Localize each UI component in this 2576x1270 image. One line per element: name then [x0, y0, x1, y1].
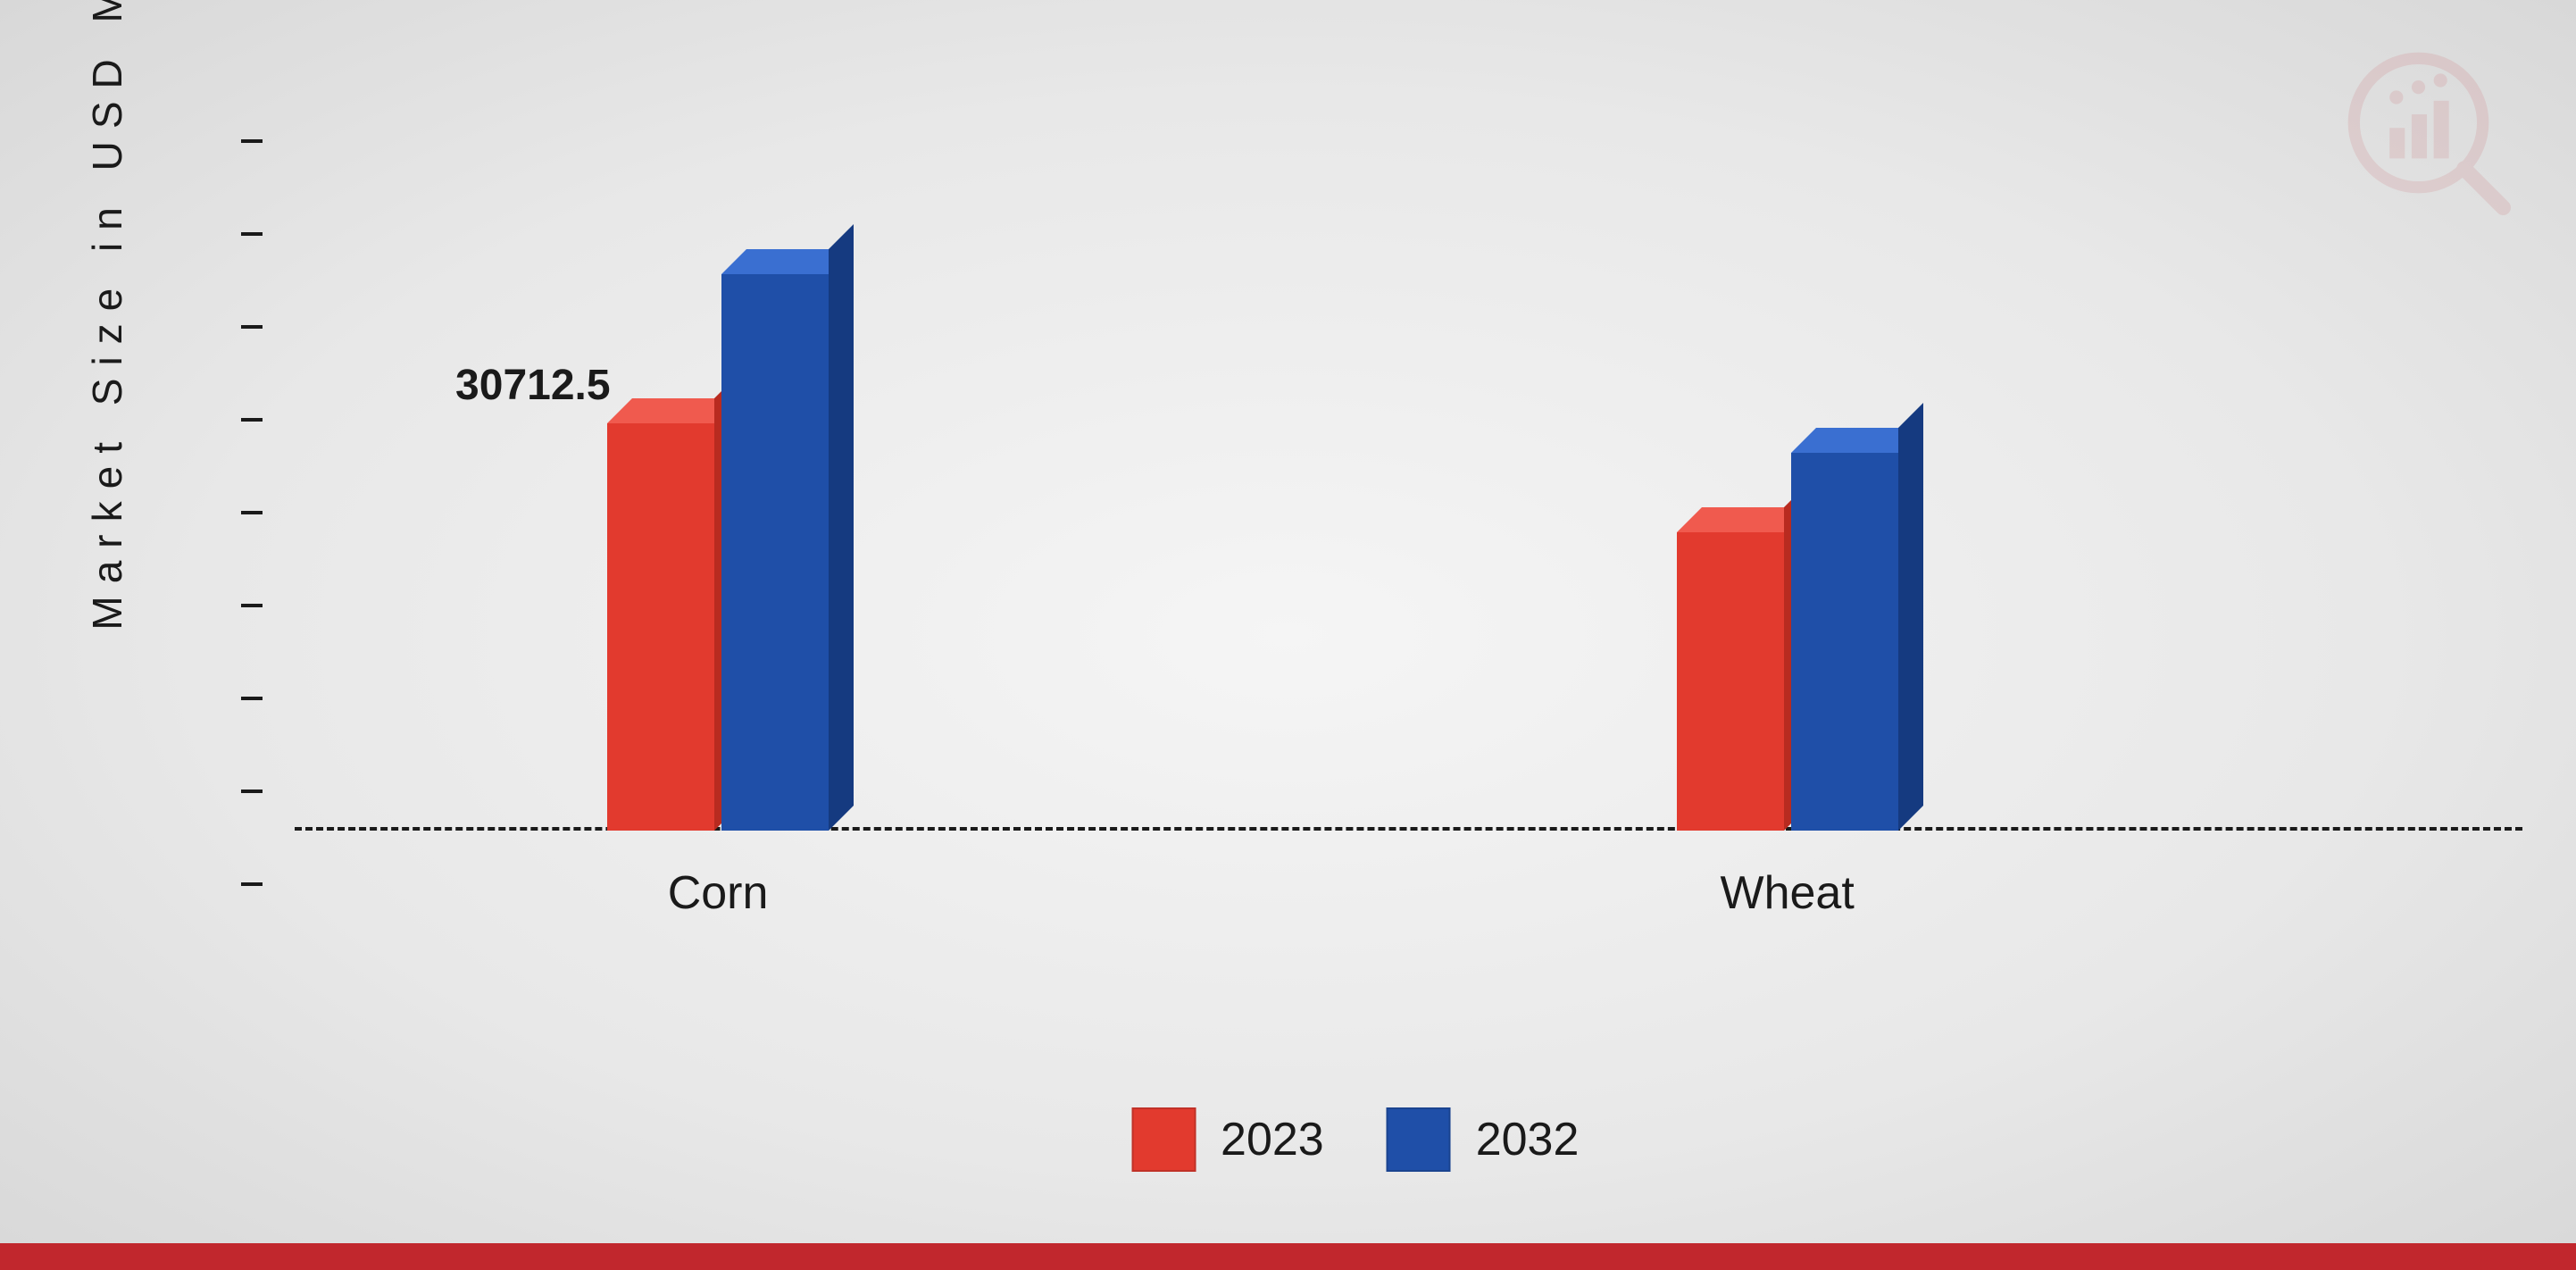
chart-container: Market Size in USD Mn Corn Wheat 2023 2032…	[0, 0, 2576, 1270]
y-axis-ticks	[241, 143, 268, 886]
legend-item-2023: 2023	[1131, 1107, 1324, 1172]
y-tick	[241, 418, 263, 422]
y-tick	[241, 232, 263, 236]
legend-label: 2023	[1221, 1113, 1324, 1166]
y-tick	[241, 325, 263, 329]
y-tick	[241, 790, 263, 793]
y-tick	[241, 604, 263, 607]
watermark-icon	[2342, 46, 2512, 216]
y-tick	[241, 139, 263, 143]
y-tick	[241, 511, 263, 514]
watermark-svg	[2342, 46, 2512, 216]
bar-side	[1898, 403, 1923, 831]
bar-corn-2023	[607, 423, 714, 831]
bar-front	[721, 274, 829, 831]
plot-area	[295, 36, 2522, 831]
bar-front	[1677, 532, 1784, 831]
y-tick	[241, 697, 263, 700]
y-axis-label: Market Size in USD Mn	[83, 0, 131, 631]
bar-wheat-2023	[1677, 532, 1784, 831]
category-label-wheat: Wheat	[1720, 866, 1854, 920]
value-label: 30712.5	[455, 361, 611, 410]
bar-front	[1791, 453, 1898, 831]
legend: 2023 2032	[1131, 1107, 1579, 1172]
y-tick	[241, 882, 263, 886]
legend-item-2032: 2032	[1387, 1107, 1580, 1172]
bottom-accent-bar	[0, 1243, 2576, 1270]
category-label-corn: Corn	[668, 866, 769, 920]
bar-corn-2032	[721, 274, 829, 831]
bar-side	[829, 224, 854, 831]
legend-swatch	[1131, 1107, 1196, 1172]
bar-wheat-2032	[1791, 453, 1898, 831]
bar-front	[607, 423, 714, 831]
legend-swatch	[1387, 1107, 1451, 1172]
legend-label: 2032	[1476, 1113, 1580, 1166]
